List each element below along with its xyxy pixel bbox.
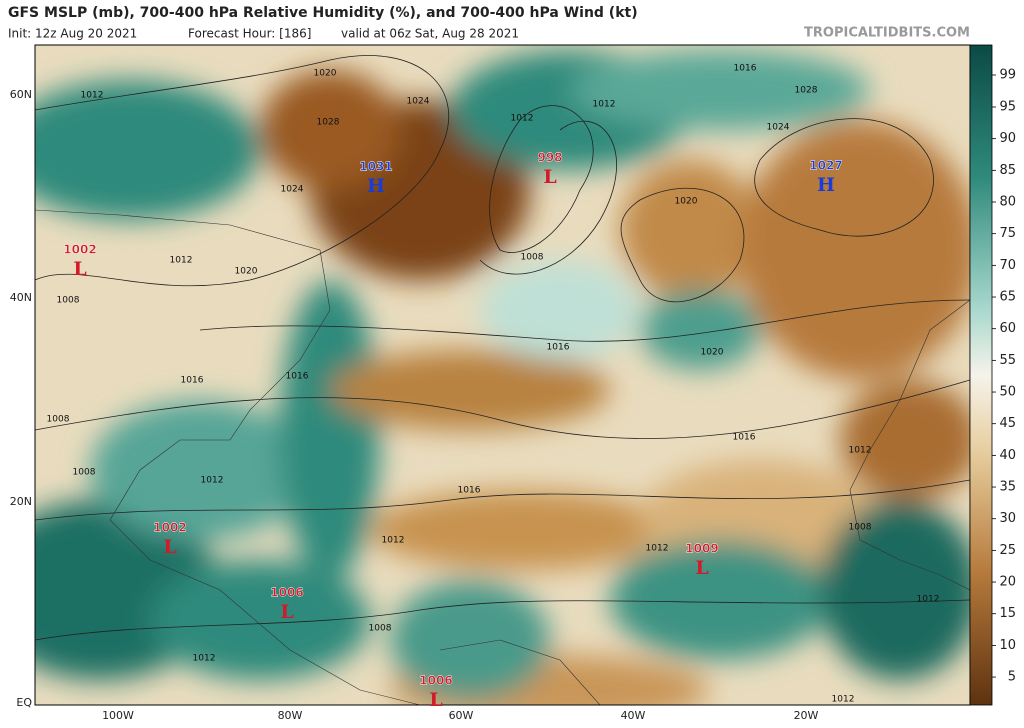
center-pressure: 1006 <box>270 586 303 600</box>
isobar-label: 1012 <box>593 100 616 110</box>
colorbar-label: 20 <box>999 575 1016 590</box>
isobar-label: 1020 <box>314 69 337 79</box>
isobar-label: 1016 <box>458 486 481 496</box>
center-symbol: L <box>429 689 442 711</box>
isobar-label: 1012 <box>201 476 224 486</box>
isobar-label: 1012 <box>511 114 534 124</box>
isobar-label: 1024 <box>281 185 304 195</box>
colorbar-label: 99 <box>999 68 1016 83</box>
isobar-label: 1012 <box>81 91 104 101</box>
colorbar-label: 30 <box>999 511 1016 526</box>
colorbar-label: 90 <box>999 131 1016 146</box>
center-symbol: H <box>817 174 835 196</box>
colorbar-label: 55 <box>999 353 1016 368</box>
colorbar-label: 60 <box>999 321 1016 336</box>
map <box>35 45 970 705</box>
isobar-label: 1012 <box>849 446 872 456</box>
center-pressure: 998 <box>537 151 562 165</box>
isobars <box>35 55 970 641</box>
isobar-label: 1028 <box>317 118 340 128</box>
isobar-label: 1016 <box>547 343 570 353</box>
colorbar-label: 65 <box>999 290 1016 305</box>
lon-label: 80W <box>278 709 303 722</box>
isobar-label: 1024 <box>407 97 430 107</box>
isobar-label: 1012 <box>646 544 669 554</box>
center-symbol: H <box>367 175 385 197</box>
isobar-label: 1012 <box>917 595 940 605</box>
isobar-label: 1016 <box>181 376 204 386</box>
colorbar-label: 80 <box>999 195 1016 210</box>
colorbar-label: 15 <box>999 606 1016 621</box>
colorbar <box>969 44 993 706</box>
lat-label: 20N <box>10 495 32 508</box>
colorbar-label: 75 <box>999 226 1016 241</box>
center-symbol: L <box>543 166 556 188</box>
lat-label: 40N <box>10 291 32 304</box>
lon-label: 40W <box>621 709 646 722</box>
center-symbol: L <box>695 557 708 579</box>
lon-label: 100W <box>102 709 134 722</box>
colorbar-label: 35 <box>999 480 1016 495</box>
isobar-label: 1008 <box>73 468 96 478</box>
lon-label: 20W <box>794 709 819 722</box>
colorbar-label: 25 <box>999 543 1016 558</box>
colorbar-label: 50 <box>999 385 1016 400</box>
isobar-label: 1012 <box>170 256 193 266</box>
colorbar-label: 5 <box>1008 670 1016 685</box>
isobar-label: 1008 <box>849 523 872 533</box>
isobar-label: 1028 <box>795 86 818 96</box>
colorbar-label: 45 <box>999 416 1016 431</box>
site: TROPICALTIDBITS.COM <box>804 26 970 41</box>
colorbar-label: 40 <box>999 448 1016 463</box>
center-pressure: 1002 <box>153 521 186 535</box>
center-pressure: 1002 <box>63 243 96 257</box>
lon-label: 60W <box>449 709 474 722</box>
isobar-label: 1008 <box>369 624 392 634</box>
isobar-label: 1024 <box>767 123 790 133</box>
isobar-label: 1008 <box>57 296 80 306</box>
center-symbol: L <box>280 601 293 623</box>
valid-time: valid at 06z Sat, Aug 28 2021 <box>341 27 519 41</box>
isobar-label: 1016 <box>286 372 309 382</box>
lat-label: EQ <box>16 696 32 709</box>
title: GFS MSLP (mb), 700-400 hPa Relative Humi… <box>8 5 638 21</box>
isobar-label: 1008 <box>521 253 544 263</box>
init: Init: 12z Aug 20 2021 <box>8 27 137 41</box>
center-symbol: L <box>163 536 176 558</box>
coastlines <box>35 209 970 705</box>
colorbar-label: 95 <box>999 100 1016 115</box>
isobar-label: 1012 <box>832 695 855 705</box>
isobar-label: 1020 <box>701 348 724 358</box>
center-pressure: 1009 <box>685 542 718 556</box>
isobar-label: 1012 <box>193 654 216 664</box>
center-pressure: 1027 <box>809 159 842 173</box>
humidity-field <box>35 50 970 705</box>
colorbar-label: 85 <box>999 163 1016 178</box>
colorbar-label: 70 <box>999 258 1016 273</box>
center-pressure: 1031 <box>359 160 392 174</box>
isobar-label: 1020 <box>235 267 258 277</box>
isobar-label: 1012 <box>382 536 405 546</box>
isobar-label: 1008 <box>47 415 70 425</box>
center-symbol: L <box>73 258 86 280</box>
isobar-label: 1020 <box>675 197 698 207</box>
isobar-label: 1016 <box>733 433 756 443</box>
center-pressure: 1006 <box>419 674 452 688</box>
forecast-hour: Forecast Hour: [186] <box>188 27 311 41</box>
lat-label: 60N <box>10 88 32 101</box>
isobar-label: 1016 <box>734 64 757 74</box>
colorbar-label: 10 <box>999 638 1016 653</box>
